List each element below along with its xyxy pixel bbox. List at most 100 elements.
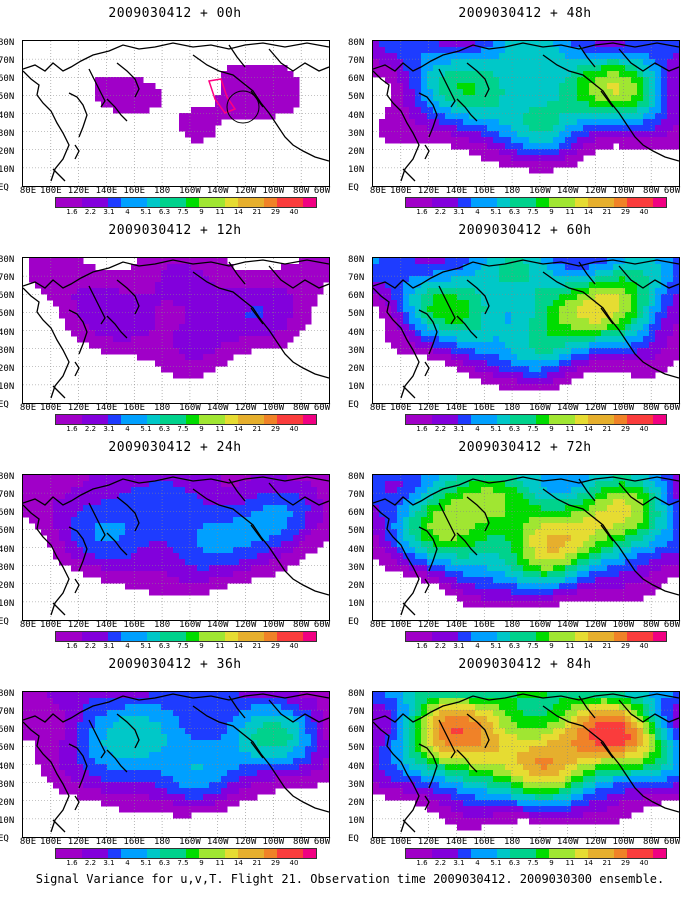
variance-cell <box>511 529 518 536</box>
variance-cell <box>385 487 392 494</box>
variance-cell <box>379 71 386 78</box>
variance-cell <box>541 276 548 283</box>
variance-cell <box>553 517 560 524</box>
variance-cell <box>565 505 572 512</box>
variance-cell <box>625 336 632 343</box>
variance-cell <box>149 529 156 536</box>
variance-cell <box>451 511 458 518</box>
variance-cell <box>77 300 84 307</box>
variance-cell <box>191 306 198 313</box>
variance-cell <box>661 366 668 373</box>
variance-cell <box>559 505 566 512</box>
variance-cell <box>191 523 198 530</box>
variance-cell <box>143 101 150 108</box>
variance-cell <box>505 161 512 168</box>
variance-cell <box>541 119 548 126</box>
variance-cell <box>125 487 132 494</box>
variance-cell <box>445 276 452 283</box>
variance-cell <box>373 547 380 554</box>
variance-cell <box>595 481 602 488</box>
variance-cell <box>451 137 458 144</box>
variance-cell <box>299 288 306 295</box>
variance-cell <box>595 83 602 90</box>
variance-cell <box>161 553 168 560</box>
variance-cell <box>161 583 168 590</box>
variance-cell <box>427 270 434 277</box>
variance-cell <box>53 481 60 488</box>
variance-cell <box>427 553 434 560</box>
variance-cell <box>185 113 192 120</box>
variance-cell <box>499 547 506 554</box>
variance-cell <box>571 77 578 84</box>
variance-cell <box>655 342 662 349</box>
variance-cell <box>427 288 434 295</box>
variance-cell <box>59 523 66 530</box>
variance-cell <box>251 107 258 114</box>
variance-cell <box>403 330 410 337</box>
longitude-label: 120W <box>584 186 607 196</box>
variance-cell <box>451 330 458 337</box>
variance-cell <box>173 276 180 283</box>
variance-cell <box>379 131 386 138</box>
variance-cell <box>239 65 246 72</box>
longitude-label: 160E <box>123 403 146 413</box>
variance-cell <box>475 318 482 325</box>
variance-cell <box>469 511 476 518</box>
variance-cell <box>445 77 452 84</box>
map-panel: 2009030412 + 24h 80N 70N 60N 50N 40N 30N 20N 10N… <box>0 434 350 654</box>
variance-cell <box>631 306 638 313</box>
colorbar-label: 40 <box>639 208 649 216</box>
variance-cell <box>125 318 132 325</box>
variance-cell <box>95 324 102 331</box>
variance-cell <box>275 318 282 325</box>
variance-cell <box>65 529 72 536</box>
variance-cell <box>397 336 404 343</box>
variance-cell <box>649 499 656 506</box>
variance-cell <box>499 583 506 590</box>
variance-cell <box>215 559 222 566</box>
variance-cell <box>529 113 536 120</box>
colorbar-swatch <box>290 632 303 641</box>
variance-cell <box>439 535 446 542</box>
variance-cell <box>529 559 536 566</box>
variance-cell <box>433 300 440 307</box>
variance-cell <box>47 294 54 301</box>
variance-cell <box>149 517 156 524</box>
variance-cell <box>47 481 54 488</box>
variance-cell <box>439 65 446 72</box>
variance-cell <box>257 294 264 301</box>
variance-cell <box>415 535 422 542</box>
variance-cell <box>385 77 392 84</box>
variance-cell <box>673 565 679 572</box>
colorbar-label: 11 <box>215 425 225 433</box>
variance-cell <box>409 65 416 72</box>
variance-cell <box>463 511 470 518</box>
variance-cell <box>89 324 96 331</box>
variance-cell <box>457 71 464 78</box>
variance-cell <box>287 276 294 283</box>
variance-cell <box>209 125 216 132</box>
variance-cell <box>221 553 228 560</box>
variance-cell <box>637 565 644 572</box>
variance-cell <box>589 300 596 307</box>
variance-cell <box>493 300 500 307</box>
variance-cell <box>463 523 470 530</box>
variance-cell <box>191 258 198 265</box>
variance-cell <box>505 511 512 518</box>
variance-cell <box>541 354 548 361</box>
variance-cell <box>71 481 78 488</box>
variance-cell <box>23 481 30 488</box>
variance-cell <box>667 47 674 54</box>
variance-cell <box>523 312 530 319</box>
variance-cell <box>281 487 288 494</box>
panel-title: 2009030412 + 72h <box>458 440 592 455</box>
variance-cell <box>673 354 679 361</box>
variance-cell <box>499 565 506 572</box>
variance-cell <box>445 354 452 361</box>
variance-cell <box>433 95 440 102</box>
variance-cell <box>167 318 174 325</box>
variance-cell <box>421 565 428 572</box>
variance-cell <box>191 119 198 126</box>
variance-cell <box>559 264 566 271</box>
variance-cell <box>239 547 246 554</box>
